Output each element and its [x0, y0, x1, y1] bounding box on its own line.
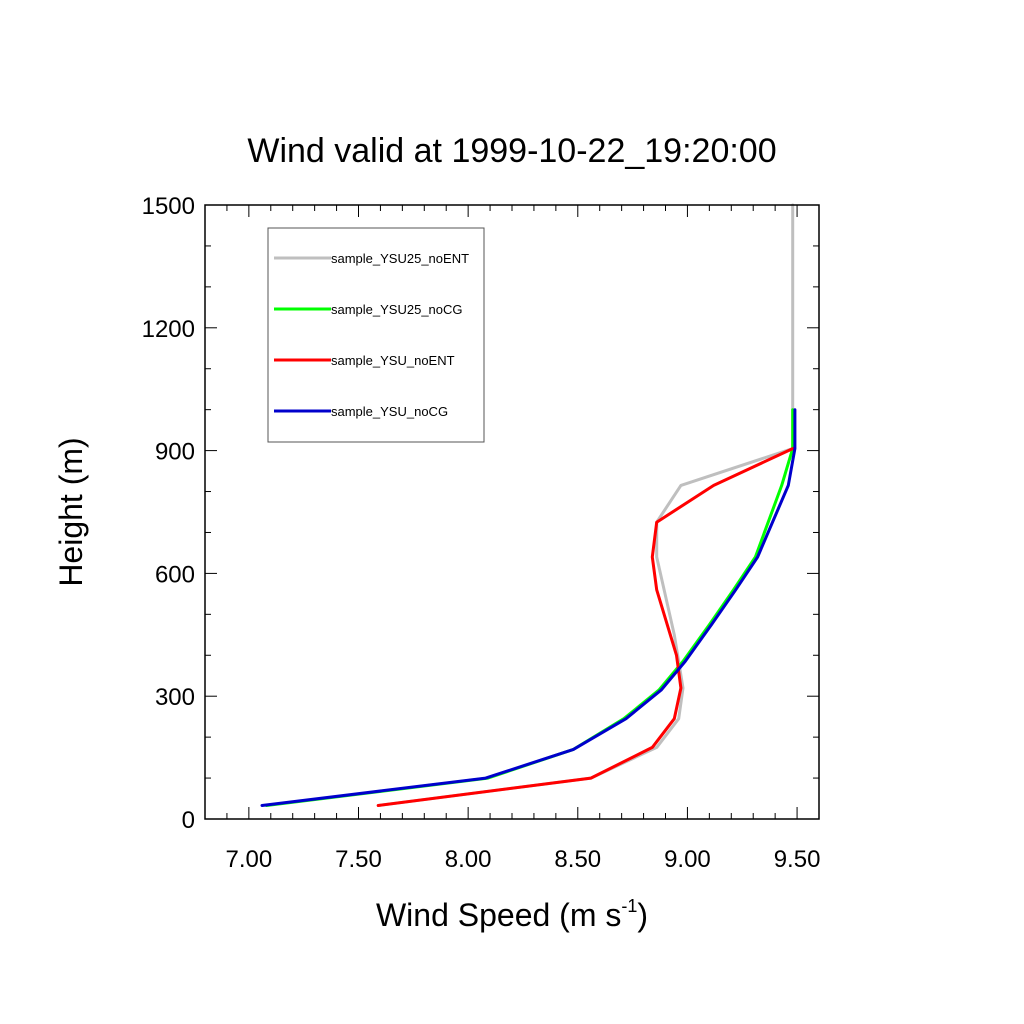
legend-box — [267, 227, 485, 443]
legend-label: sample_YSU25_noENT — [331, 251, 469, 266]
legend: sample_YSU25_noENT sample_YSU25_noCGsampl… — [267, 227, 485, 443]
legend-label: sample_YSU_noCG — [331, 404, 448, 419]
series-line-sample_YSU_noENT — [376, 447, 795, 807]
x-tick-label: 8.00 — [445, 846, 492, 873]
x-axis-label-main: Wind Speed (m s — [376, 897, 621, 933]
x-tick-label: 9.50 — [774, 846, 821, 873]
x-axis-label-close: ) — [637, 897, 648, 933]
x-axis-label-superscript: -1 — [621, 896, 637, 916]
series-layer — [260, 203, 797, 807]
y-tick-label: 0 — [182, 807, 195, 834]
y-axis-label: Height (m) — [53, 437, 89, 586]
y-tick-label: 1500 — [142, 193, 195, 220]
x-tick-label: 7.00 — [225, 846, 272, 873]
y-tick-label: 900 — [155, 439, 195, 466]
series-line-sample_YSU_noCG — [260, 408, 797, 807]
legend-label: sample_YSU25_noCG — [331, 302, 463, 317]
x-tick-label: 7.50 — [335, 846, 382, 873]
chart-title: Wind valid at 1999-10-22_19:20:00 — [247, 132, 776, 170]
y-tick-label: 1200 — [142, 316, 195, 343]
y-tick-label: 600 — [155, 561, 195, 588]
ticks-layer: 7.00 7.50 8.00 8.50 9.00 9.50 0 300 600 900 1200 15… — [142, 193, 821, 873]
plot-frame — [204, 204, 820, 820]
x-axis-label: Wind Speed (m s-1) — [376, 896, 648, 933]
x-tick-label: 9.00 — [664, 846, 711, 873]
x-tick-label: 8.50 — [554, 846, 601, 873]
series-line-sample_YSU25_noCG — [264, 408, 795, 807]
y-tick-label: 300 — [155, 684, 195, 711]
legend-label: sample_YSU_noENT — [331, 353, 455, 368]
